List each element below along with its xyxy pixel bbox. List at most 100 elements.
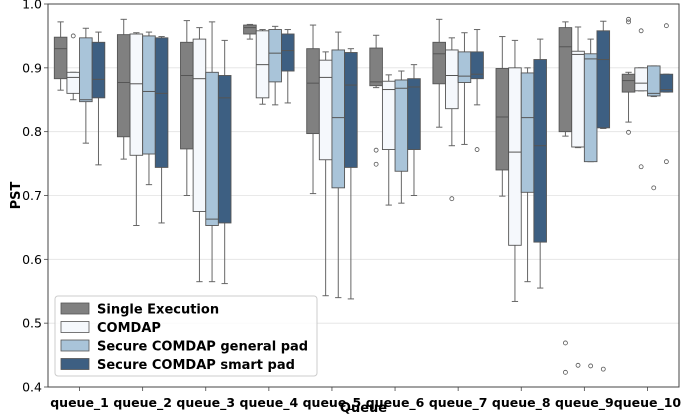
x-axis-ticks: queue_1 queue_2 queue_3 queue_4 queue_5 queue… [50, 387, 681, 411]
category-queue-7 [432, 18, 484, 202]
box-iqr [116, 34, 131, 138]
box-iqr [432, 41, 446, 85]
outlier-point [449, 196, 455, 202]
box-iqr [558, 27, 573, 133]
box-1 [116, 18, 131, 160]
legend-swatch [60, 321, 90, 333]
outlier-point [651, 185, 657, 191]
legend-label: Single Execution [97, 303, 219, 318]
box-iqr [571, 50, 585, 148]
box-3 [142, 31, 156, 186]
box-2 [571, 26, 585, 368]
legend-item: COMDAP [60, 321, 161, 336]
box-iqr [520, 72, 535, 193]
box-iqr [381, 80, 396, 150]
box-iqr [596, 30, 611, 129]
x-axis-label: Queue [340, 401, 387, 416]
y-axis-ticks: 0.4 0.5 0.6 0.7 0.8 0.9 1.0 [22, 0, 48, 395]
legend-label: COMDAP [97, 321, 161, 336]
category-queue-2 [116, 18, 169, 227]
box-iqr [243, 24, 257, 35]
legend-label: Secure COMDAP smart pad [97, 358, 295, 373]
box-iqr [508, 67, 522, 246]
box-iqr [66, 71, 81, 94]
x-tick-label: queue_3 [176, 395, 235, 411]
outlier-point [626, 19, 631, 25]
box-4 [281, 29, 295, 104]
category-queue-8 [495, 36, 547, 302]
box-1 [53, 21, 68, 91]
box-groups [53, 16, 674, 375]
outlier-point [626, 129, 631, 135]
box-iqr [457, 51, 472, 83]
legend-swatch [60, 339, 90, 352]
box-4 [217, 39, 232, 285]
box-iqr [495, 68, 510, 171]
box-iqr [583, 53, 598, 163]
box-3 [205, 21, 219, 283]
box-1 [369, 34, 383, 167]
category-queue-9 [558, 20, 611, 375]
box-1 [621, 16, 636, 135]
box-iqr [331, 49, 346, 189]
box-iqr [268, 29, 282, 83]
legend-label: Secure COMDAP general pad [97, 340, 308, 355]
box-iqr [91, 41, 106, 99]
box-iqr [659, 73, 674, 93]
x-tick-label: queue_7 [429, 395, 488, 411]
box-3 [331, 31, 346, 299]
x-tick-label: queue_4 [240, 395, 299, 411]
box-iqr [533, 59, 547, 243]
category-queue-10 [621, 16, 674, 191]
outlier-point [588, 363, 594, 369]
box-iqr [217, 75, 232, 224]
box-iqr [344, 52, 358, 168]
x-tick-label: queue_10 [614, 395, 682, 411]
box-iqr [180, 41, 194, 150]
box-2 [318, 51, 333, 297]
x-tick-label: queue_8 [492, 395, 551, 411]
y-tick-label: 0.9 [22, 60, 42, 75]
legend: Single Execution COMDAP Secure COMDAP gene… [54, 295, 318, 377]
box-iqr [407, 78, 421, 150]
box-4 [596, 20, 611, 372]
box-3 [394, 70, 409, 204]
outlier-point [626, 16, 631, 22]
box-1 [243, 23, 257, 40]
box-2 [192, 27, 207, 283]
y-tick-label: 0.7 [22, 188, 42, 203]
legend-item: Single Execution [60, 302, 219, 318]
box-3 [268, 25, 282, 106]
box-4 [91, 31, 106, 166]
box-iqr [445, 49, 459, 110]
outlier-point [373, 147, 379, 153]
box-iqr [369, 47, 383, 87]
legend-item: Secure COMDAP general pad [60, 339, 308, 355]
y-tick-label: 0.4 [22, 380, 42, 395]
outlier-point [638, 164, 644, 170]
x-tick-label: queue_6 [366, 395, 425, 411]
x-tick-label: queue_2 [113, 395, 172, 411]
legend-item: Secure COMDAP smart pad [60, 358, 295, 373]
box-iqr [318, 59, 333, 161]
box-2 [445, 37, 459, 202]
y-tick-label: 0.8 [22, 124, 42, 139]
box-iqr [306, 48, 320, 135]
box-4 [659, 23, 674, 165]
box-iqr [647, 65, 661, 97]
outlier-point [563, 340, 568, 346]
box-4 [344, 48, 358, 300]
box-iqr [470, 51, 484, 80]
box-iqr [154, 37, 169, 168]
box-iqr [281, 33, 295, 72]
outlier-point [373, 161, 379, 167]
box-1 [180, 20, 194, 196]
box-1 [432, 18, 446, 128]
outlier-point [575, 362, 581, 368]
legend-swatch [60, 302, 90, 315]
category-queue-1 [53, 21, 106, 166]
outlier-point [563, 369, 568, 375]
legend-frame [54, 295, 318, 377]
box-iqr [53, 36, 68, 80]
legend-swatch [60, 358, 90, 370]
